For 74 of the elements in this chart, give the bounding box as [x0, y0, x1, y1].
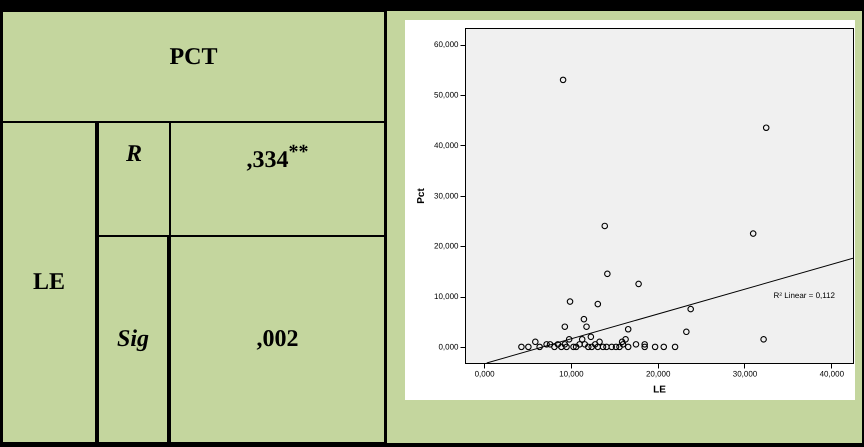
point — [601, 222, 608, 230]
point — [594, 300, 602, 308]
point — [560, 76, 566, 84]
point — [592, 341, 598, 348]
text: ,002 — [256, 326, 298, 353]
point — [660, 344, 668, 350]
y-tick-label: 0,000 — [438, 342, 460, 352]
point — [603, 344, 610, 350]
point — [762, 124, 770, 132]
x-tick-label: 20,000 — [646, 370, 671, 378]
point — [562, 323, 568, 330]
point — [581, 341, 588, 348]
x-tick-label: 10,000 — [559, 370, 584, 378]
point — [618, 338, 626, 346]
point — [584, 344, 592, 350]
point — [566, 298, 574, 305]
point — [641, 341, 648, 348]
point — [620, 341, 626, 348]
point — [652, 344, 658, 350]
point — [570, 344, 577, 350]
point — [632, 341, 640, 348]
annotation: R² Linear = 0,112 — [774, 291, 836, 300]
y-tick-label: 20,000 — [434, 242, 460, 251]
text: R — [126, 141, 142, 168]
text: PCT — [170, 44, 218, 71]
point — [536, 344, 543, 350]
y-tick-label: 50,000 — [434, 90, 460, 100]
x-tick-label: 0,000 — [474, 370, 496, 378]
point — [543, 341, 550, 348]
point — [616, 344, 623, 350]
y-tick-label: 60,000 — [434, 40, 460, 50]
point — [572, 344, 580, 350]
point — [672, 344, 678, 350]
point — [600, 344, 606, 350]
point — [532, 338, 539, 346]
point — [683, 328, 690, 336]
text: LE — [32, 269, 65, 296]
point — [525, 344, 532, 350]
point — [604, 270, 611, 278]
point — [608, 344, 615, 350]
point — [588, 334, 594, 340]
point — [546, 341, 554, 348]
x-tick-label: 30,000 — [732, 370, 758, 378]
point — [583, 323, 590, 330]
point — [687, 306, 694, 312]
text: ,334$^{**}$ — [246, 141, 308, 174]
point — [518, 344, 525, 350]
point — [622, 336, 629, 343]
point — [624, 326, 632, 333]
point — [612, 344, 620, 350]
point — [566, 336, 572, 343]
point — [596, 338, 603, 346]
point — [563, 344, 570, 350]
point — [624, 344, 632, 350]
point — [760, 336, 767, 343]
point — [576, 341, 583, 348]
point — [641, 344, 648, 350]
x-axis-title: LE — [653, 384, 666, 396]
y-tick-label: 40,000 — [434, 140, 460, 150]
point — [580, 316, 588, 322]
point — [558, 344, 565, 350]
text: Sig — [116, 326, 149, 353]
point — [588, 344, 596, 350]
y-tick-label: 10,000 — [434, 292, 460, 302]
point — [551, 344, 558, 350]
point — [562, 341, 568, 348]
y-tick-label: 30,000 — [434, 191, 460, 200]
point — [635, 280, 642, 288]
x-tick-label: 40,000 — [820, 370, 845, 378]
point — [594, 344, 602, 350]
y-axis-title: Pct — [416, 188, 428, 204]
point — [554, 341, 562, 348]
point — [750, 230, 756, 237]
point — [578, 336, 586, 343]
